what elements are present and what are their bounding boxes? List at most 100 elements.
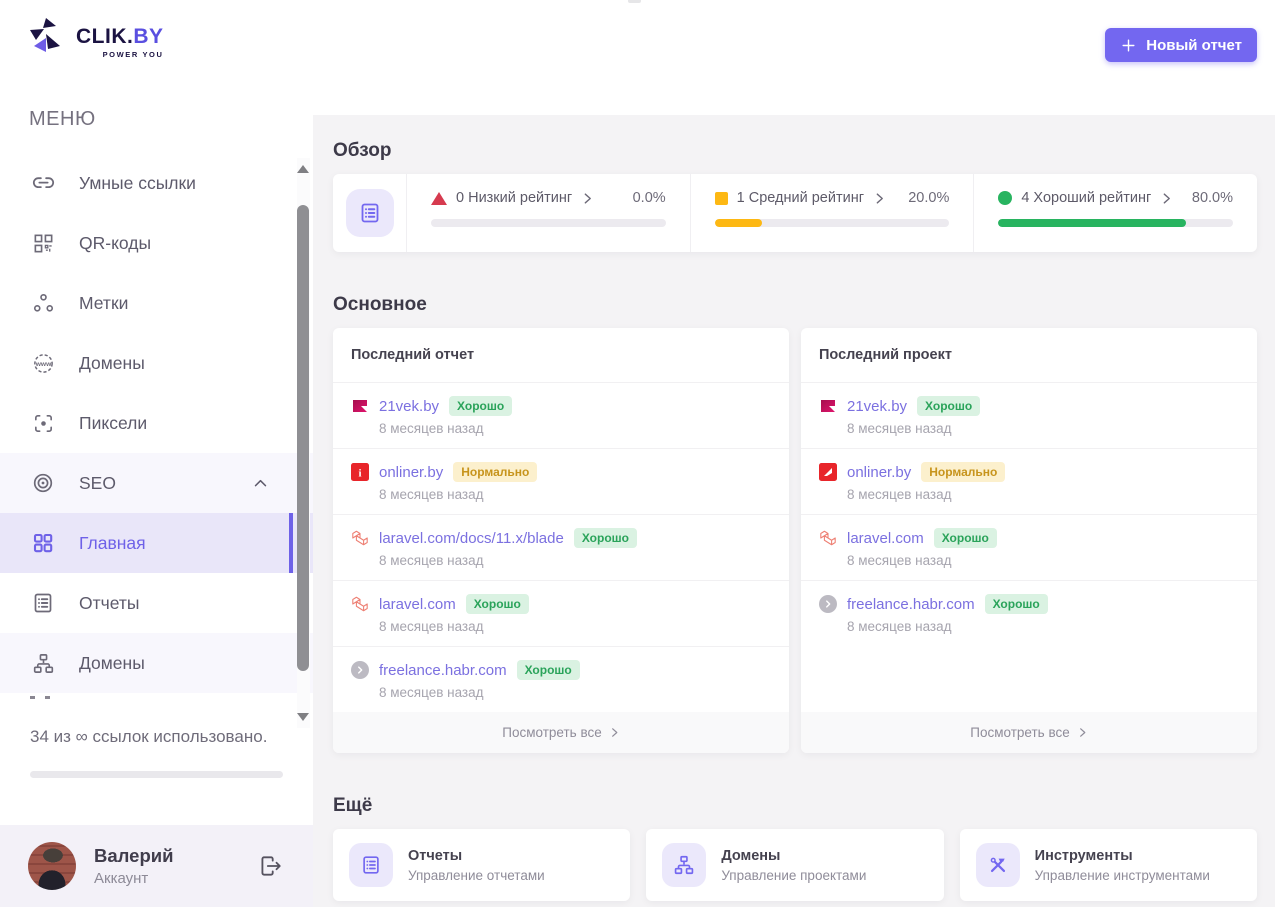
logout-icon[interactable] [257, 853, 283, 879]
pixel-focus-icon [30, 410, 56, 436]
status-badge: Хорошо [573, 528, 637, 548]
status-badge: Хорошо [984, 594, 1048, 614]
site-link[interactable]: onliner.by [379, 463, 444, 481]
report-row-habr[interactable]: freelance.habr.com Хорошо 8 месяцев наза… [333, 646, 789, 712]
low-rating-triangle-icon [431, 191, 447, 205]
scrollbar-thumb[interactable] [297, 205, 309, 671]
favicon-21vek-icon [351, 397, 369, 415]
site-link[interactable]: freelance.habr.com [379, 661, 507, 679]
brand-arrows-icon [26, 16, 70, 64]
tools-icon [975, 843, 1020, 887]
svg-text:i: i [358, 467, 361, 479]
status-badge: Хорошо [465, 594, 529, 614]
more-section-title: Ещё [333, 795, 373, 816]
status-badge: Хорошо [516, 660, 580, 680]
sidebar-item-qr-codes[interactable]: QR-коды [0, 213, 313, 273]
overview-card: 0 Низкий рейтинг 0.0% 1 Средний рейтинг … [333, 174, 1257, 252]
overview-report-icon [345, 189, 394, 237]
status-badge: Хорошо [449, 396, 513, 416]
sidebar-item-pixels[interactable]: Пиксели [0, 393, 313, 453]
clipped-menu-item [30, 693, 313, 699]
sidebar-item-label: Отчеты [79, 592, 140, 613]
stat-percent: 20.0% [908, 190, 950, 206]
project-row-onliner[interactable]: onliner.by Нормально 8 месяцев назад [801, 448, 1257, 514]
sidebar-item-seo-home[interactable]: Главная [0, 513, 313, 573]
status-badge: Хорошо [917, 396, 981, 416]
chevron-right-icon [1079, 728, 1086, 737]
grid-icon [30, 530, 56, 556]
sidebar-item-seo-domains[interactable]: Домены [0, 633, 313, 693]
site-link[interactable]: laravel.com [847, 529, 924, 547]
more-card-title: Домены [721, 847, 781, 864]
site-link[interactable]: laravel.com [379, 595, 456, 613]
sidebar-item-smart-links[interactable]: Умные ссылки [0, 153, 313, 213]
site-link[interactable]: 21vek.by [379, 397, 440, 415]
report-row-onliner[interactable]: i onliner.by Нормально 8 месяцев назад [333, 448, 789, 514]
time-ago: 8 месяцев назад [379, 553, 484, 568]
usage-text: 34 из ∞ ссылок использовано. [30, 727, 268, 746]
last-report-card: Последний отчет 21vek.by Хорошо 8 месяце… [333, 328, 789, 753]
stat-mid-rating[interactable]: 1 Средний рейтинг 20.0% [691, 174, 975, 252]
view-all-reports[interactable]: Посмотреть все [333, 712, 789, 753]
topbar: Новый отчет [313, 0, 1275, 115]
report-row-laravel-docs[interactable]: laravel.com/docs/11.x/blade Хорошо 8 мес… [333, 514, 789, 580]
favicon-21vek-icon [819, 397, 837, 415]
view-all-projects[interactable]: Посмотреть все [801, 712, 1257, 753]
status-badge: Нормально [453, 462, 538, 482]
scrollbar-up-arrow[interactable] [297, 165, 309, 173]
stat-good-rating[interactable]: 4 Хороший рейтинг 80.0% [974, 174, 1257, 252]
sidebar-item-tags[interactable]: Метки [0, 273, 313, 333]
mid-rating-square-icon [714, 191, 728, 205]
main-content: Новый отчет Обзор 0 Низкий рейтинг [313, 0, 1275, 907]
stat-low-rating[interactable]: 0 Низкий рейтинг 0.0% [407, 174, 691, 252]
sidebar-item-label: Пиксели [79, 412, 148, 433]
more-card-domains[interactable]: Домены Управление проектами [646, 829, 944, 901]
account-footer[interactable]: Валерий Аккаунт [0, 825, 313, 907]
brand-name: CLIK.BY [76, 25, 164, 48]
site-link[interactable]: 21vek.by [847, 397, 908, 415]
tags-icon [30, 290, 56, 316]
project-row-laravel[interactable]: laravel.com Хорошо 8 месяцев назад [801, 514, 1257, 580]
sidebar-item-seo-reports[interactable]: Отчеты [0, 573, 313, 633]
chevron-right-icon [581, 192, 594, 205]
brand-tagline: POWER YOU [102, 50, 164, 59]
stat-progressbar [431, 219, 666, 227]
svg-text:www: www [34, 361, 51, 368]
sidebar-item-label: Умные ссылки [79, 172, 196, 193]
time-ago: 8 месяцев назад [379, 685, 484, 700]
site-link[interactable]: freelance.habr.com [847, 595, 975, 613]
site-link[interactable]: onliner.by [847, 463, 912, 481]
project-row-21vek[interactable]: 21vek.by Хорошо 8 месяцев назад [801, 383, 1257, 448]
project-row-habr[interactable]: freelance.habr.com Хорошо 8 месяцев наза… [801, 580, 1257, 646]
top-fragment [628, 0, 641, 3]
sidebar-item-label: Домены [79, 352, 145, 373]
sitemap-icon [662, 843, 707, 887]
report-row-laravel[interactable]: laravel.com Хорошо 8 месяцев назад [333, 580, 789, 646]
sidebar-item-domains[interactable]: www Домены [0, 333, 313, 393]
report-list-icon [30, 590, 56, 616]
stat-progressbar [714, 219, 950, 227]
avatar[interactable] [28, 842, 76, 890]
time-ago: 8 месяцев назад [847, 553, 952, 568]
globe-www-icon: www [30, 350, 56, 376]
sidebar-item-seo[interactable]: SEO [0, 453, 313, 513]
more-card-subtitle: Управление отчетами [408, 867, 545, 883]
user-name: Валерий [94, 845, 174, 866]
brand-logo[interactable]: CLIK.BY POWER YOU [0, 0, 313, 64]
card-title: Последний отчет [333, 328, 789, 383]
time-ago: 8 месяцев назад [379, 421, 484, 436]
more-card-tools[interactable]: Инструменты Управление инструментами [959, 829, 1257, 901]
site-link[interactable]: laravel.com/docs/11.x/blade [379, 529, 564, 547]
qr-icon [30, 230, 56, 256]
user-role: Аккаунт [94, 870, 149, 887]
target-icon [30, 470, 56, 496]
new-report-button[interactable]: Новый отчет [1105, 28, 1257, 62]
scrollbar-down-arrow[interactable] [297, 713, 309, 721]
time-ago: 8 месяцев назад [847, 421, 952, 436]
last-project-card: Последний проект 21vek.by Хорошо 8 месяц… [801, 328, 1257, 753]
overview-title: Обзор [333, 140, 392, 161]
more-card-reports[interactable]: Отчеты Управление отчетами [333, 829, 631, 901]
favicon-laravel-icon [351, 595, 369, 613]
more-card-subtitle: Управление проектами [721, 867, 867, 883]
report-row-21vek[interactable]: 21vek.by Хорошо 8 месяцев назад [333, 383, 789, 448]
